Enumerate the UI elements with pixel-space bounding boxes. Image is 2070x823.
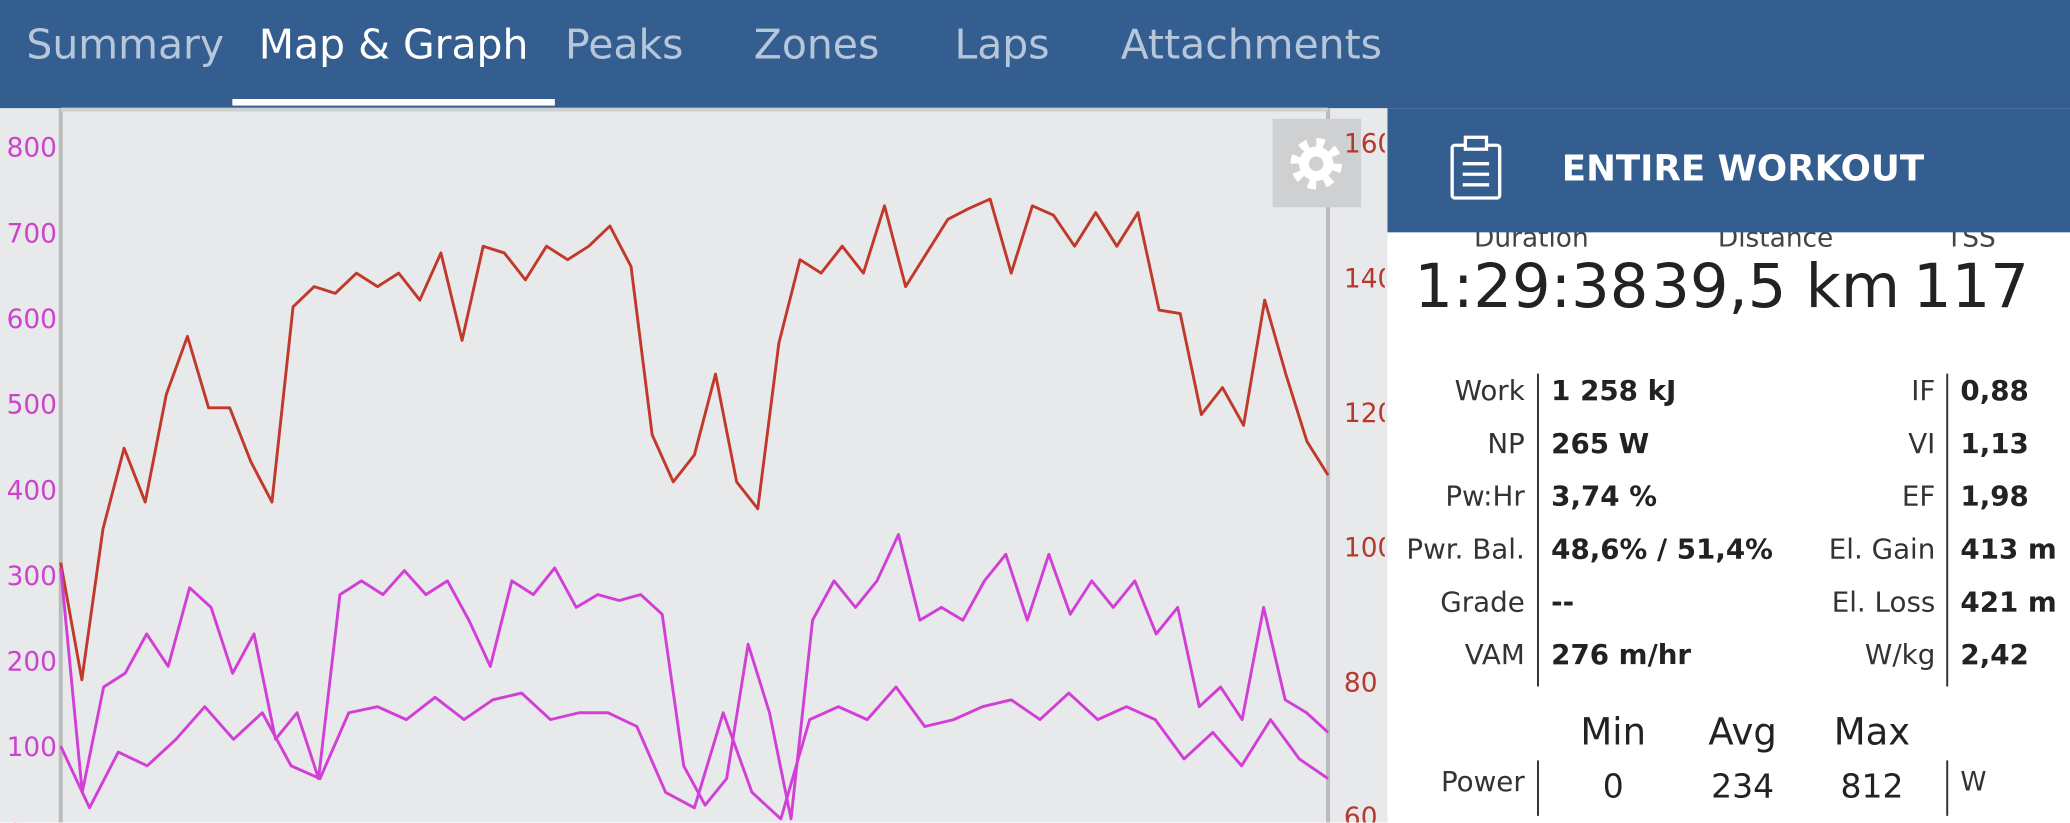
- metric-label: Pwr. Bal.: [1406, 533, 1524, 566]
- y-tick-label: 0: [7, 818, 24, 823]
- stat-value: 39,5 km: [1651, 252, 1900, 322]
- data-line: [59, 685, 1329, 821]
- table-header: Max: [1834, 711, 1910, 754]
- data-line: [59, 197, 1330, 682]
- metric-label: El. Loss: [1832, 585, 1936, 618]
- gear-hole[interactable]: [1308, 156, 1324, 171]
- metric-label: VAM: [1465, 638, 1525, 671]
- row-value: 812: [1840, 767, 1903, 806]
- y2-tick-label: 160: [1344, 129, 1394, 160]
- y2-tick-label: 120: [1344, 398, 1394, 429]
- metric-value: 413 m: [1960, 533, 2056, 566]
- metric-value: 276 m/hr: [1551, 638, 1691, 671]
- metric-value: 1 258 kJ: [1551, 374, 1676, 407]
- metric-value: 0,88: [1960, 374, 2028, 407]
- tab[interactable]: Laps: [954, 21, 1049, 69]
- metric-label: VI: [1908, 427, 1935, 460]
- tab[interactable]: Peaks: [565, 21, 683, 69]
- clipboard-icon: [1450, 135, 1502, 200]
- row-value: 0: [1603, 767, 1624, 806]
- metric-value: 265 W: [1551, 427, 1649, 460]
- metric-label: NP: [1487, 427, 1524, 460]
- y-tick-label: 800: [7, 133, 57, 164]
- y-tick-label: 100: [7, 732, 57, 763]
- metric-label: El. Gain: [1829, 533, 1936, 566]
- stat-value: 1:29:38: [1414, 252, 1648, 322]
- metric-value: --: [1551, 585, 1574, 618]
- table-header: Min: [1580, 711, 1646, 754]
- metric-value: 2,42: [1960, 638, 2028, 671]
- y2-tick-label: 60: [1344, 802, 1378, 822]
- y2-tick-label: 140: [1344, 263, 1394, 294]
- metric-value: 3,74 %: [1551, 480, 1657, 513]
- row-label: Power: [1441, 765, 1525, 798]
- gear-teeth[interactable]: [1290, 137, 1342, 190]
- settings-button[interactable]: [1272, 118, 1362, 208]
- tab[interactable]: Map & Graph: [259, 21, 529, 69]
- summary-title: ENTIRE WORKOUT: [1562, 148, 1925, 189]
- tab[interactable]: Summary: [26, 21, 224, 69]
- active-tab-indicator: [232, 99, 555, 106]
- metric-value: 48,6% / 51,4%: [1551, 533, 1773, 566]
- y-tick-label: 400: [7, 475, 57, 506]
- tab[interactable]: Zones: [754, 21, 879, 69]
- stat-value: 117: [1913, 252, 2029, 322]
- data-line: [59, 533, 1330, 821]
- metric-label: IF: [1911, 374, 1935, 407]
- metric-label: EF: [1902, 480, 1935, 513]
- y-tick-label: 500: [7, 390, 57, 421]
- row-value: 234: [1711, 767, 1774, 806]
- tab[interactable]: Attachments: [1121, 21, 1382, 69]
- metric-label: Grade: [1440, 585, 1525, 618]
- chart-background: [0, 108, 1388, 823]
- y-tick-label: 700: [7, 218, 57, 249]
- metric-label: Work: [1455, 374, 1525, 407]
- metric-value: 1,13: [1960, 427, 2028, 460]
- chart: 0 100 200 300 400 500 600 700 800 60 80 100 120 140 16…: [7, 129, 1394, 823]
- y2-tick-label: 100: [1344, 533, 1394, 564]
- tab-bar: [0, 0, 2070, 109]
- metric-value: 421 m: [1960, 585, 2056, 618]
- y2-tick-label: 80: [1344, 667, 1378, 698]
- y-tick-label: 600: [7, 304, 57, 335]
- metric-label: W/kg: [1865, 638, 1935, 671]
- table-header: Avg: [1708, 711, 1776, 754]
- row-unit: W: [1960, 766, 1986, 797]
- metric-label: Pw:Hr: [1445, 480, 1525, 513]
- y-tick-label: 300: [7, 561, 57, 592]
- y-tick-label: 200: [7, 647, 57, 678]
- metric-value: 1,98: [1960, 480, 2028, 513]
